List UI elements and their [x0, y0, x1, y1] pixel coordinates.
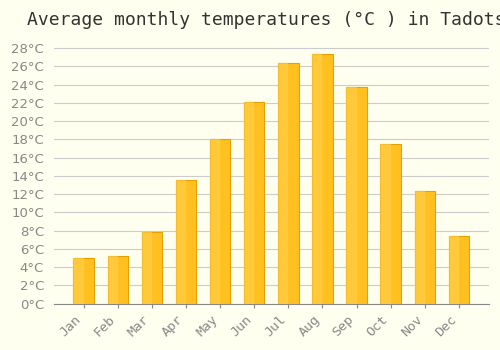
Bar	[312, 54, 322, 304]
Bar	[414, 191, 435, 304]
Bar	[142, 232, 162, 304]
Bar	[74, 258, 94, 304]
Bar	[346, 88, 356, 304]
Bar	[176, 181, 197, 304]
Bar	[346, 88, 367, 304]
Bar	[210, 139, 231, 304]
Bar	[380, 144, 390, 304]
Bar	[176, 181, 185, 304]
Bar	[108, 256, 128, 304]
Bar	[278, 63, 287, 304]
Bar	[244, 102, 264, 304]
Bar	[108, 256, 117, 304]
Bar	[278, 63, 298, 304]
Bar	[142, 232, 151, 304]
Bar	[244, 102, 253, 304]
Bar	[448, 236, 458, 304]
Bar	[210, 139, 219, 304]
Bar	[312, 54, 332, 304]
Bar	[74, 258, 82, 304]
Bar	[448, 236, 469, 304]
Bar	[414, 191, 424, 304]
Bar	[380, 144, 401, 304]
Title: Average monthly temperatures (°C ) in Tadotsu: Average monthly temperatures (°C ) in Ta…	[26, 11, 500, 29]
